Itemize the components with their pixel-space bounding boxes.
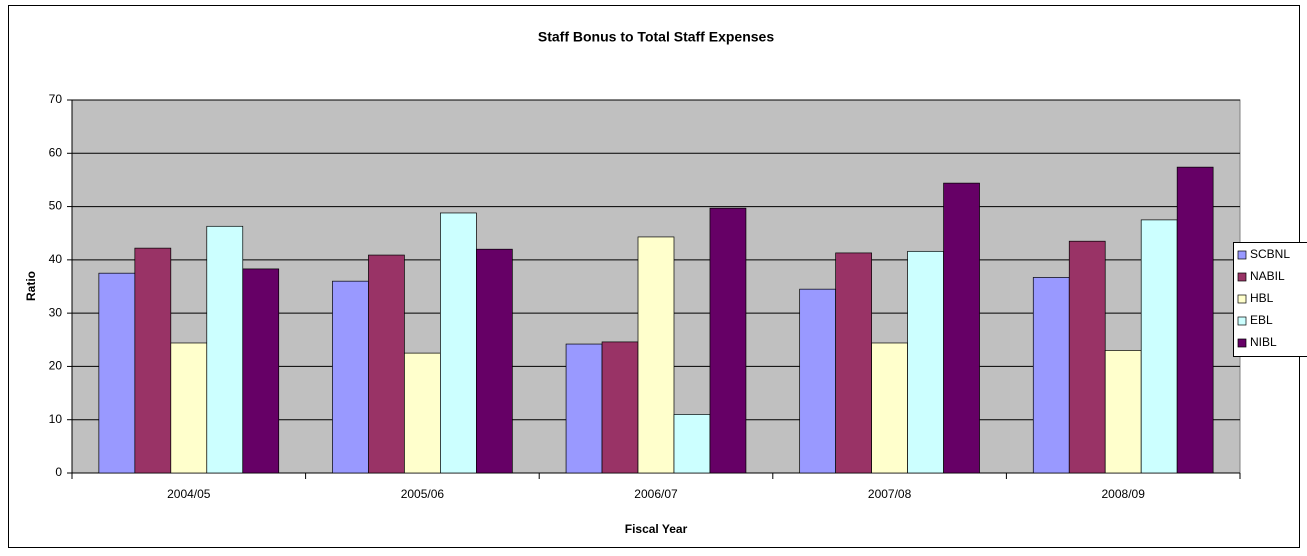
bar — [799, 288, 836, 474]
y-tick-label: 10 — [49, 412, 63, 426]
legend-label: SCBNL — [1250, 247, 1290, 261]
bar — [134, 247, 172, 474]
bar — [565, 343, 603, 474]
bar — [709, 207, 747, 474]
bar — [1104, 350, 1142, 474]
bar — [871, 342, 908, 474]
x-tick-label: 2005/06 — [401, 487, 445, 501]
legend-label: NIBL — [1250, 335, 1277, 349]
legend-label: EBL — [1250, 313, 1273, 327]
legend-swatch — [1237, 250, 1247, 260]
y-tick-label: 40 — [49, 252, 63, 266]
legend-swatch — [1237, 294, 1247, 304]
bar — [601, 341, 639, 474]
bar — [440, 212, 477, 474]
bar — [404, 352, 441, 474]
bar — [242, 268, 280, 474]
x-tick-label: 2006/07 — [634, 487, 678, 501]
y-tick-label: 60 — [49, 145, 63, 159]
x-tick-label: 2004/05 — [167, 487, 211, 501]
bar — [98, 272, 136, 474]
x-axis-title: Fiscal Year — [625, 522, 688, 536]
y-tick-label: 70 — [49, 92, 63, 106]
legend-label: NABIL — [1250, 269, 1285, 283]
legend-label: HBL — [1250, 291, 1274, 305]
bar — [1068, 240, 1106, 474]
bar — [476, 248, 513, 474]
chart-title: Staff Bonus to Total Staff Expenses — [538, 29, 774, 45]
bar — [637, 236, 675, 474]
bar — [835, 252, 872, 474]
legend-swatch — [1237, 338, 1247, 348]
bar — [943, 182, 980, 474]
bar — [170, 342, 208, 474]
y-tick-label: 0 — [55, 465, 62, 479]
legend-swatch — [1237, 316, 1247, 326]
legend-swatch — [1237, 272, 1247, 282]
y-axis-title: Ratio — [24, 271, 38, 301]
x-tick-label: 2008/09 — [1102, 487, 1146, 501]
bar — [368, 254, 405, 474]
bar — [1176, 166, 1214, 474]
bar — [332, 280, 369, 474]
y-tick-label: 20 — [49, 359, 63, 373]
bar — [1032, 277, 1070, 474]
y-tick-label: 30 — [49, 305, 63, 319]
bar — [673, 414, 711, 474]
y-tick-label: 50 — [49, 199, 63, 213]
bar — [1140, 219, 1178, 474]
bar — [206, 225, 244, 474]
bar — [907, 250, 944, 474]
x-tick-label: 2007/08 — [868, 487, 912, 501]
